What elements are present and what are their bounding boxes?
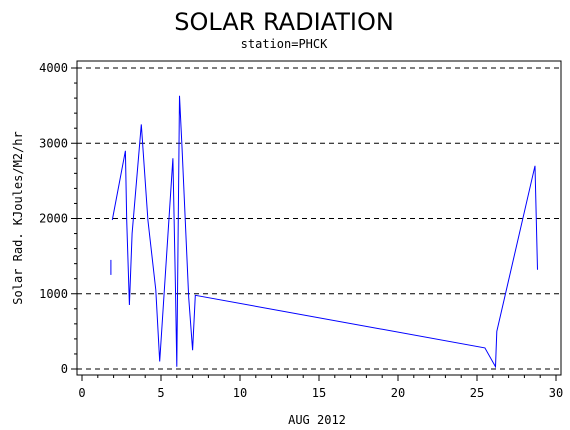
y-tick-label: 1000 <box>39 287 68 301</box>
x-tick-label: 0 <box>78 386 85 400</box>
grid-layer <box>77 67 561 370</box>
y-tick-label: 2000 <box>39 212 68 226</box>
y-axis-label: Solar Rad. KJoules/M2/hr <box>11 131 25 304</box>
x-tick-label: 25 <box>470 386 484 400</box>
y-tick-label: 3000 <box>39 136 68 150</box>
chart-subtitle: station=PHCK <box>241 37 328 51</box>
x-tick-label: 5 <box>157 386 164 400</box>
x-tick-label: 10 <box>233 386 247 400</box>
series-layer <box>110 95 538 369</box>
y-tick-label: 0 <box>61 362 68 376</box>
x-tick-label: 15 <box>312 386 326 400</box>
series-line <box>111 95 538 369</box>
x-axis-label: AUG 2012 <box>288 413 346 427</box>
y-tick-label: 4000 <box>39 61 68 75</box>
x-tick-label: 30 <box>549 386 563 400</box>
x-tick-label: 20 <box>391 386 405 400</box>
chart-title: SOLAR RADIATION <box>174 8 394 36</box>
tick-layer: 0 1000 2000 3000 4000 0 5 10 15 20 25 30 <box>39 61 563 400</box>
